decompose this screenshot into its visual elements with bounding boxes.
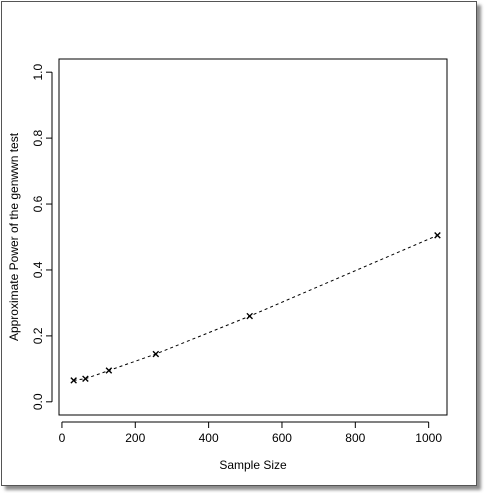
x-axis-label: Sample Size [219, 458, 287, 472]
series-line [73, 234, 438, 381]
y-tick-label: 0.2 [31, 327, 45, 344]
data-point-marker [82, 375, 89, 383]
data-point-marker [105, 367, 113, 374]
plot-area [58, 58, 448, 416]
power-chart: 0 200 400 600 800 1000 0.0 0.2 0.4 0.6 0.8 1.0 Samp… [7, 58, 448, 472]
x-tick-label: 400 [199, 431, 219, 445]
y-tick-label: 0.8 [31, 129, 45, 146]
x-tick-label: 1000 [415, 431, 442, 445]
y-tick-label: 1.0 [31, 64, 45, 81]
y-axis-label: Approximate Power of the genwwn test [7, 132, 21, 341]
data-point-marker [152, 350, 160, 358]
x-tick-label: 200 [125, 431, 145, 445]
axes: 0 200 400 600 800 1000 0.0 0.2 0.4 0.6 0.8 1.0 [31, 64, 442, 445]
data-point-marker [70, 377, 77, 384]
series-layer [70, 232, 441, 384]
x-tick-label: 600 [272, 431, 292, 445]
data-point-marker [434, 232, 441, 239]
y-tick-label: 0.4 [31, 261, 45, 278]
y-tick-label: 0.6 [31, 195, 45, 212]
data-point-marker [246, 312, 253, 320]
chart-frame: 0 200 400 600 800 1000 0.0 0.2 0.4 0.6 0.8 1.0 Samp… [1, 1, 477, 486]
x-tick-label: 800 [345, 431, 365, 445]
y-tick-label: 0.0 [31, 393, 45, 410]
x-tick-label: 0 [59, 431, 66, 445]
